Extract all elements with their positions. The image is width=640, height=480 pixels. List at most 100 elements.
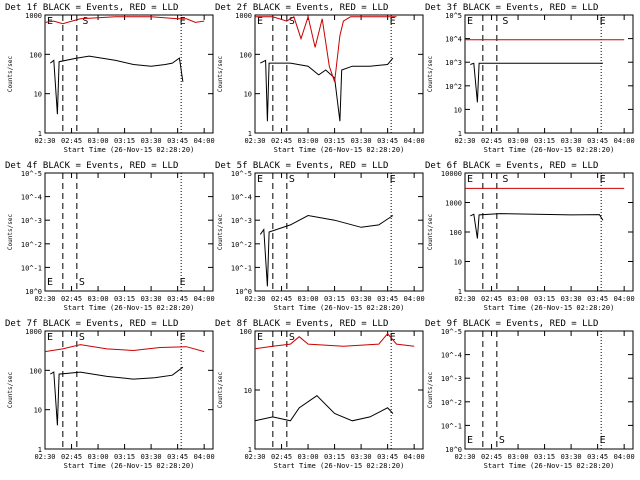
y-axis-label: Counts/sec xyxy=(7,214,14,251)
y-tick-label: 10 xyxy=(454,106,462,114)
y-tick-label: 10 xyxy=(454,259,462,267)
events-series-line xyxy=(254,395,394,422)
x-tick-label: 03:30 xyxy=(351,295,372,303)
x-tick-label: 03:45 xyxy=(167,137,188,145)
plot-frame xyxy=(254,14,424,134)
x-tick-label: 02:30 xyxy=(34,137,55,145)
y-tick-label: 10^-5 xyxy=(231,170,252,178)
chart-title: Det 6f BLACK = Events, RED = LLD xyxy=(425,161,598,171)
marker-label-e: E xyxy=(390,16,396,27)
x-tick-label: 02:45 xyxy=(61,137,82,145)
y-tick-label: 1000 xyxy=(25,12,42,20)
x-tick-label: 03:45 xyxy=(587,453,608,461)
y-tick-label: 10 xyxy=(34,91,42,99)
plot-frame xyxy=(44,330,214,450)
y-tick-label: 10^-3 xyxy=(441,375,462,383)
y-axis-label: Counts/sec xyxy=(7,56,14,93)
y-tick-label: 10^-4 xyxy=(231,194,252,202)
marker-label-e: E xyxy=(390,332,396,343)
plot-frame xyxy=(464,330,634,450)
x-axis-label: Start Time (26-Nov-15 02:28:20) xyxy=(274,462,405,470)
x-tick-label: 03:45 xyxy=(167,295,188,303)
y-tick-label: 10000 xyxy=(441,170,462,178)
x-tick-label: 03:30 xyxy=(561,295,582,303)
plot-frame xyxy=(464,14,634,134)
plot-frame xyxy=(254,172,424,292)
x-tick-label: 03:00 xyxy=(88,137,109,145)
y-tick-label: 10^-1 xyxy=(231,264,252,272)
x-tick-label: 03:45 xyxy=(377,453,398,461)
y-tick-label: 10^2 xyxy=(445,83,462,91)
chart-panel-5: Det 5f BLACK = Events, RED = LLD 10^0 10^-… xyxy=(215,161,425,312)
x-tick-label: 02:30 xyxy=(34,295,55,303)
x-tick-label: 03:30 xyxy=(561,137,582,145)
x-tick-label: 03:30 xyxy=(351,453,372,461)
x-tick-label: 03:15 xyxy=(534,295,555,303)
y-axis-label: Counts/sec xyxy=(427,56,434,93)
y-tick-label: 1 xyxy=(38,446,42,454)
chart-title: Det 1f BLACK = Events, RED = LLD xyxy=(5,3,178,13)
y-tick-label: 10 xyxy=(244,387,252,395)
y-tick-label: 100 xyxy=(29,51,42,59)
x-tick-label: 03:15 xyxy=(534,137,555,145)
chart-title: Det 8f BLACK = Events, RED = LLD xyxy=(215,319,388,329)
x-tick-label: 03:00 xyxy=(298,137,319,145)
y-tick-label: 10^0 xyxy=(445,446,462,454)
y-axis-label: Counts/sec xyxy=(217,372,224,409)
x-tick-label: 03:30 xyxy=(141,295,162,303)
y-tick-label: 10 xyxy=(244,91,252,99)
y-tick-label: 10^3 xyxy=(445,59,462,67)
marker-label-e: E xyxy=(600,174,606,185)
x-axis-label: Start Time (26-Nov-15 02:28:20) xyxy=(484,304,615,312)
x-tick-label: 03:15 xyxy=(114,137,135,145)
marker-label-s: S xyxy=(502,16,508,27)
y-tick-label: 1000 xyxy=(235,12,252,20)
y-tick-label: 1000 xyxy=(25,328,42,336)
x-tick-label: 04:00 xyxy=(194,137,215,145)
plot-frame xyxy=(44,172,214,292)
x-tick-label: 03:00 xyxy=(298,453,319,461)
chart-panel-3: Det 3f BLACK = Events, RED = LLD 1 10 10^2 1… xyxy=(425,3,635,154)
marker-label-e: E xyxy=(257,332,263,343)
lld-series-line xyxy=(44,16,205,25)
x-tick-label: 03:15 xyxy=(324,137,345,145)
lld-series-line xyxy=(255,14,397,82)
marker-label-e: E xyxy=(180,16,186,27)
events-series-line xyxy=(50,366,184,426)
marker-label-e: E xyxy=(180,332,186,343)
marker-label-s: S xyxy=(82,16,88,27)
y-tick-label: 1000 xyxy=(445,200,462,208)
x-tick-label: 03:15 xyxy=(534,453,555,461)
chart-panel-9: Det 9f BLACK = Events, RED = LLD 10^0 10^-… xyxy=(425,319,635,470)
x-tick-label: 02:30 xyxy=(454,453,475,461)
x-axis-label: Start Time (26-Nov-15 02:28:20) xyxy=(64,462,195,470)
plot-frame xyxy=(254,330,424,450)
x-tick-label: 02:30 xyxy=(34,453,55,461)
x-tick-label: 02:45 xyxy=(271,453,292,461)
chart-title: Det 7f BLACK = Events, RED = LLD xyxy=(5,319,178,329)
x-tick-label: 03:00 xyxy=(508,453,529,461)
x-axis-label: Start Time (26-Nov-15 02:28:20) xyxy=(274,146,405,154)
y-tick-label: 1 xyxy=(248,446,252,454)
x-tick-label: 03:45 xyxy=(167,453,188,461)
y-tick-label: 10^-1 xyxy=(441,422,462,430)
marker-label-e: E xyxy=(257,174,263,185)
events-series-line xyxy=(470,62,603,103)
x-axis-label: Start Time (26-Nov-15 02:28:20) xyxy=(274,304,405,312)
x-axis-label: Start Time (26-Nov-15 02:28:20) xyxy=(64,304,195,312)
x-tick-label: 03:30 xyxy=(141,137,162,145)
y-axis-label: Counts/sec xyxy=(427,214,434,251)
marker-label-e: E xyxy=(257,16,263,27)
x-tick-label: 02:45 xyxy=(271,137,292,145)
y-tick-label: 1 xyxy=(458,130,462,138)
x-tick-label: 04:00 xyxy=(614,137,635,145)
y-tick-label: 100 xyxy=(239,51,252,59)
y-tick-label: 10^0 xyxy=(235,288,252,296)
y-tick-label: 1 xyxy=(248,130,252,138)
x-tick-label: 03:45 xyxy=(587,295,608,303)
marker-label-e: E xyxy=(47,332,53,343)
x-tick-label: 03:45 xyxy=(377,137,398,145)
chart-title: Det 2f BLACK = Events, RED = LLD xyxy=(215,3,388,13)
x-tick-label: 02:30 xyxy=(244,137,265,145)
lld-series-line xyxy=(254,332,415,350)
